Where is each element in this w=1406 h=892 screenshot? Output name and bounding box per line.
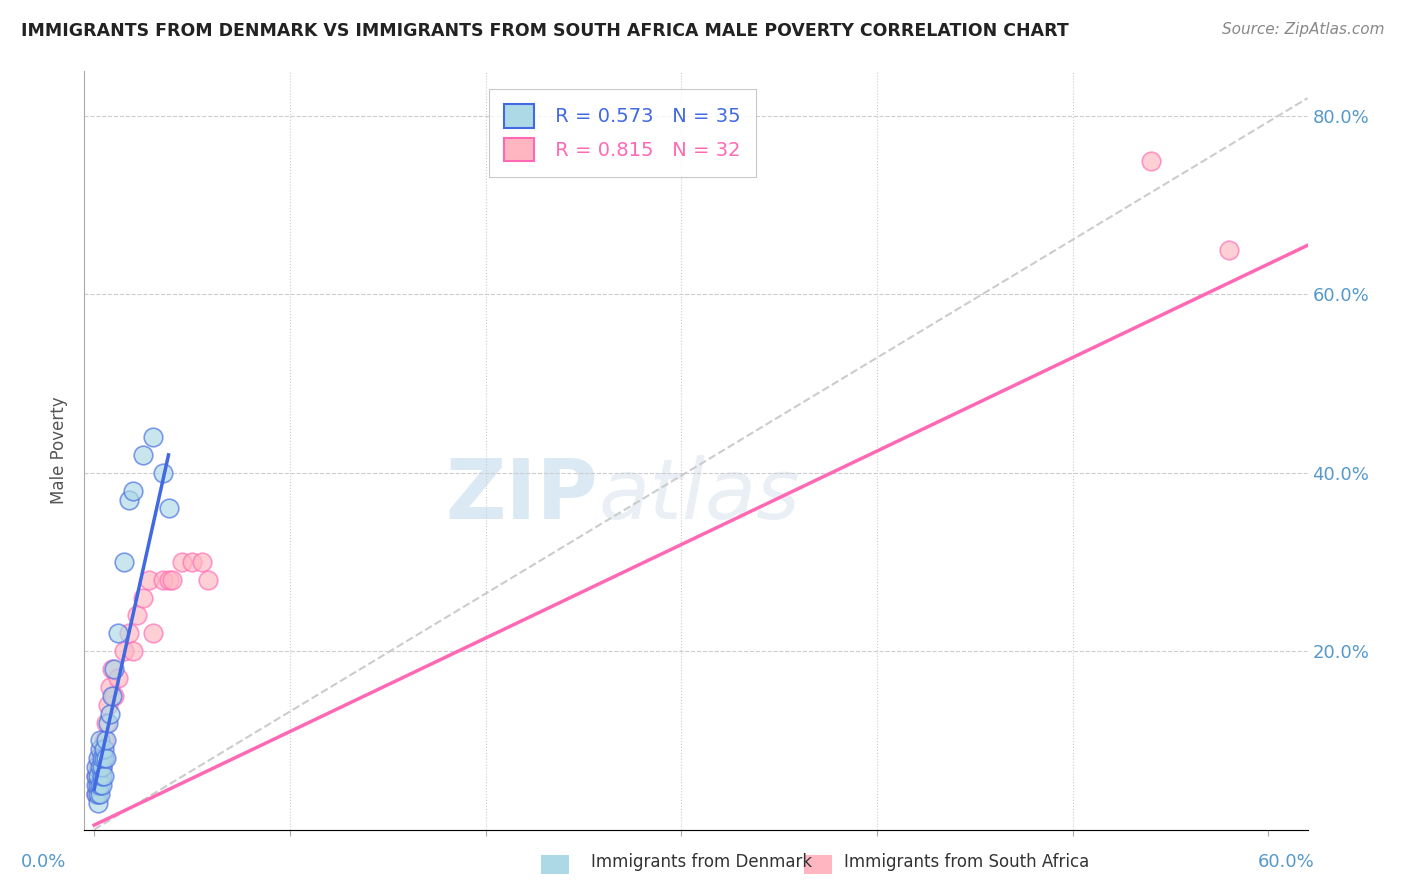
Point <box>152 573 174 587</box>
Point <box>93 733 115 747</box>
Point <box>94 715 117 730</box>
Point <box>132 448 155 462</box>
Point <box>84 769 107 783</box>
Point <box>142 430 165 444</box>
Point <box>89 733 111 747</box>
Point <box>127 608 149 623</box>
Point <box>98 706 121 721</box>
Y-axis label: Male Poverty: Male Poverty <box>51 397 69 504</box>
Text: atlas: atlas <box>598 456 800 536</box>
Point <box>132 591 155 605</box>
Point <box>91 760 114 774</box>
Point <box>87 778 110 792</box>
Point <box>103 662 125 676</box>
Point <box>1218 243 1240 257</box>
Point <box>152 466 174 480</box>
Point <box>112 644 135 658</box>
Point <box>1140 153 1163 168</box>
Point <box>157 501 180 516</box>
Point <box>112 555 135 569</box>
Point <box>87 796 110 810</box>
Point <box>122 483 145 498</box>
Point <box>172 555 194 569</box>
Point <box>138 573 160 587</box>
Point <box>84 787 107 801</box>
Point <box>191 555 214 569</box>
Text: Immigrants from South Africa: Immigrants from South Africa <box>844 853 1088 871</box>
Point <box>87 778 110 792</box>
Point <box>197 573 219 587</box>
Point <box>89 760 111 774</box>
Point <box>181 555 204 569</box>
Point <box>89 769 111 783</box>
Point <box>91 760 114 774</box>
Point <box>97 715 120 730</box>
Point <box>162 573 184 587</box>
Point <box>94 751 117 765</box>
Point <box>84 787 107 801</box>
Point <box>157 573 180 587</box>
Point <box>87 751 110 765</box>
Point <box>107 626 129 640</box>
Text: ZIP: ZIP <box>446 456 598 536</box>
Point <box>89 751 111 765</box>
Point <box>89 787 111 801</box>
Point <box>98 680 121 694</box>
Point <box>100 689 122 703</box>
Point <box>84 769 107 783</box>
FancyBboxPatch shape <box>534 849 576 880</box>
Point <box>107 671 129 685</box>
Point <box>84 778 107 792</box>
Point <box>91 742 114 756</box>
Point <box>94 733 117 747</box>
Text: IMMIGRANTS FROM DENMARK VS IMMIGRANTS FROM SOUTH AFRICA MALE POVERTY CORRELATION: IMMIGRANTS FROM DENMARK VS IMMIGRANTS FR… <box>21 22 1069 40</box>
Point <box>84 760 107 774</box>
Point <box>87 769 110 783</box>
FancyBboxPatch shape <box>797 849 839 880</box>
Text: 0.0%: 0.0% <box>21 853 66 871</box>
Point <box>93 742 115 756</box>
Point <box>89 742 111 756</box>
Point <box>89 778 111 792</box>
Point <box>87 787 110 801</box>
Point <box>93 751 115 765</box>
Point <box>87 760 110 774</box>
Point <box>118 492 141 507</box>
Text: Immigrants from Denmark: Immigrants from Denmark <box>591 853 811 871</box>
Point <box>97 698 120 712</box>
Point <box>100 662 122 676</box>
Point <box>93 769 115 783</box>
Text: 60.0%: 60.0% <box>1258 853 1315 871</box>
Point <box>122 644 145 658</box>
Point <box>91 778 114 792</box>
Legend:  R = 0.573   N = 35,  R = 0.815   N = 32: R = 0.573 N = 35, R = 0.815 N = 32 <box>489 88 756 177</box>
Point <box>91 751 114 765</box>
Point <box>93 751 115 765</box>
Text: Source: ZipAtlas.com: Source: ZipAtlas.com <box>1222 22 1385 37</box>
Point <box>91 769 114 783</box>
Point <box>103 689 125 703</box>
Point <box>118 626 141 640</box>
Point <box>142 626 165 640</box>
